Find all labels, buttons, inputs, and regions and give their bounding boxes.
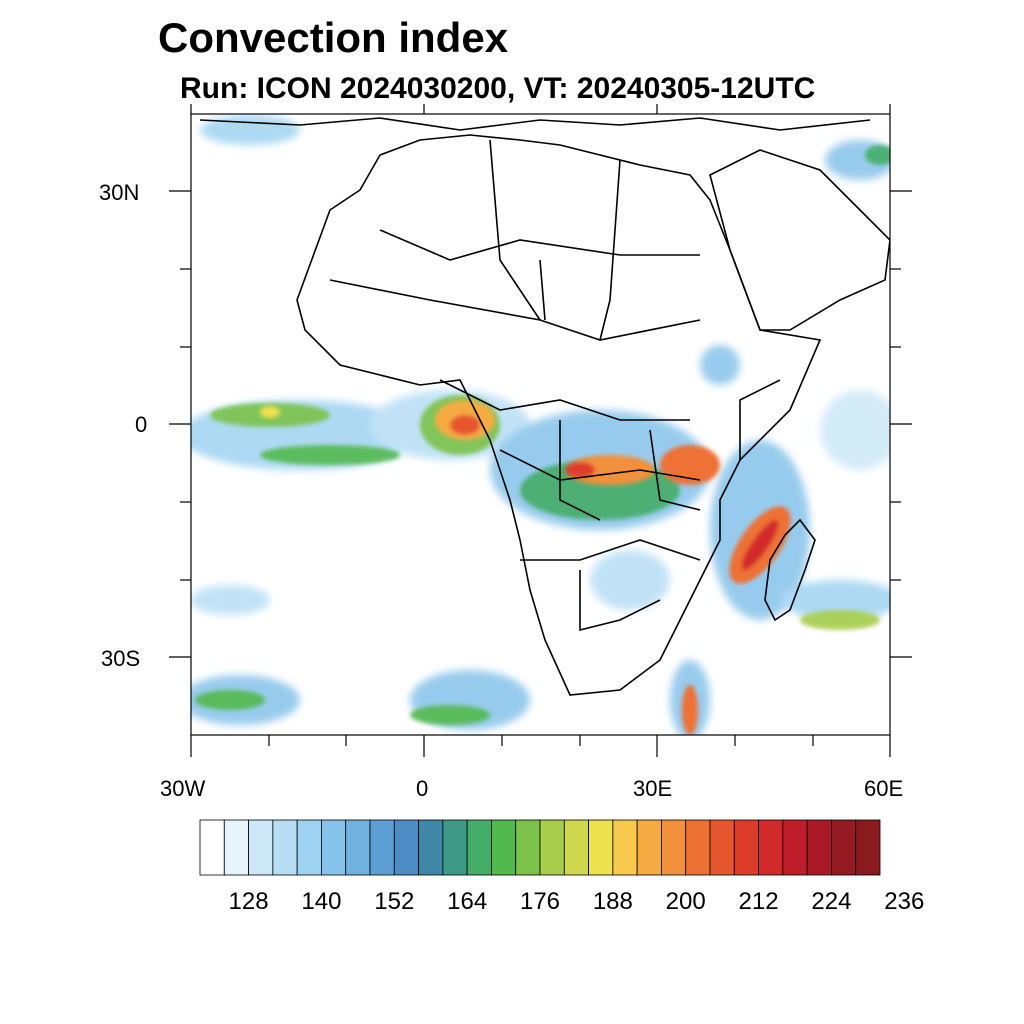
colorbar-swatch (855, 819, 881, 876)
colorbar-tick-label: 140 (301, 888, 342, 915)
lon-label-60e: 60E (864, 776, 904, 801)
colorbar-swatch (758, 819, 784, 876)
colorbar-swatch (223, 819, 249, 876)
colorbar-tick-label: 224 (811, 888, 852, 915)
colorbar-swatch (831, 819, 857, 876)
colorbar-tick-label: 212 (738, 888, 779, 915)
colorbar (199, 819, 881, 876)
colorbar-swatch (296, 819, 322, 876)
colorbar-swatch (709, 819, 735, 876)
colorbar-swatch (612, 819, 638, 876)
colorbar-swatch (321, 819, 347, 876)
coastlines (199, 117, 890, 696)
lat-label-0: 0 (135, 412, 148, 437)
colorbar-tick-label: 236 (884, 888, 925, 915)
colorbar-tick-label: 188 (592, 888, 633, 915)
colorbar-tick-label: 152 (374, 888, 415, 915)
colorbar-tick-label: 128 (228, 888, 269, 915)
colorbar-swatch (272, 819, 298, 876)
colorbar-swatch (466, 819, 492, 876)
colorbar-swatch (588, 819, 614, 876)
colorbar-labels: 128 140 152 164 176 188 200 212 224 236 (0, 888, 1024, 918)
lat-label-30n: 30N (99, 180, 140, 205)
colorbar-swatch (733, 819, 759, 876)
colorbar-swatch (248, 819, 274, 876)
colorbar-swatch (515, 819, 541, 876)
map-title: Convection index (158, 14, 509, 61)
colorbar-swatch (539, 819, 565, 876)
lon-label-0: 0 (416, 776, 429, 801)
convection-field (191, 115, 890, 735)
colorbar-swatch (418, 819, 444, 876)
colorbar-tick-label: 176 (519, 888, 561, 915)
colorbar-swatch (442, 819, 468, 876)
colorbar-swatch (806, 819, 832, 876)
colorbar-swatch (685, 819, 711, 876)
colorbar-tick-label: 164 (447, 888, 488, 915)
colorbar-swatch (491, 819, 517, 876)
colorbar-swatch (345, 819, 371, 876)
axis-ticks (169, 104, 912, 757)
colorbar-swatch (636, 819, 662, 876)
map-subtitle: Run: ICON 2024030200, VT: 20240305-12UTC (180, 72, 816, 105)
lat-label-30s: 30S (101, 646, 141, 671)
colorbar-swatch (393, 819, 419, 876)
colorbar-swatch (199, 819, 225, 876)
colorbar-swatch (369, 819, 395, 876)
colorbar-swatch (563, 819, 589, 876)
colorbar-swatch (782, 819, 808, 876)
lon-label-30e: 30E (633, 776, 673, 801)
colorbar-swatch (661, 819, 687, 876)
lon-label-30w: 30W (160, 776, 206, 801)
colorbar-tick-label: 200 (665, 888, 706, 915)
